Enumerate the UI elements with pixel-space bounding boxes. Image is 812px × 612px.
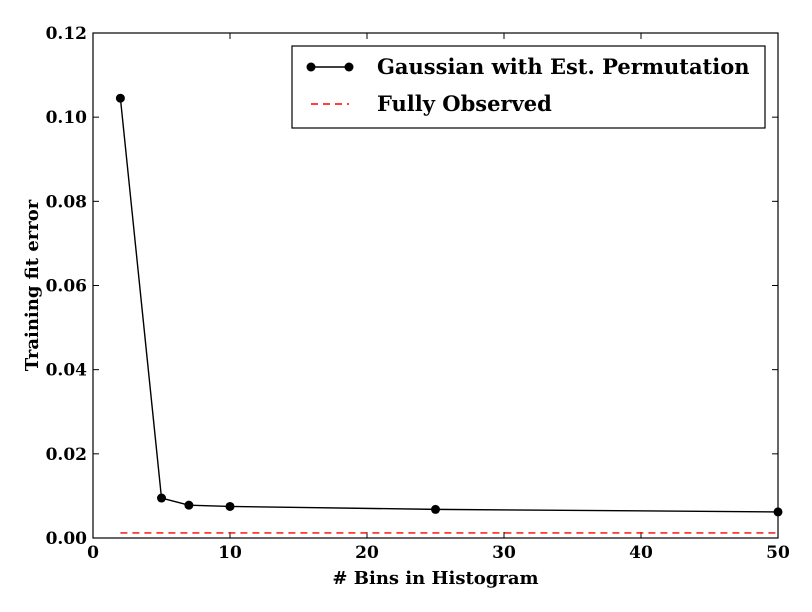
x-axis-label: # Bins in Histogram (332, 568, 538, 589)
series-line-0 (119, 98, 779, 513)
y-tick-label: 0.08 (46, 192, 87, 212)
y-tick-label: 0.10 (46, 108, 88, 128)
x-tick-label: 20 (355, 543, 379, 563)
ticks-layer: 0 10 20 30 40 50 0.00 0.02 0.04 0.06 0.08 0.10 0.12 (46, 24, 790, 563)
y-axis-label: Training fit error (22, 199, 43, 371)
data-point (184, 500, 194, 510)
x-tick-label: 50 (766, 543, 790, 563)
legend-marker (344, 62, 354, 72)
y-tick-label: 0.02 (46, 445, 87, 465)
data-point (115, 93, 125, 103)
x-tick-label: 0 (87, 543, 99, 563)
data-point (225, 501, 235, 511)
x-tick-label: 10 (218, 543, 242, 563)
legend-label: Gaussian with Est. Permutation (377, 54, 750, 79)
y-tick-label: 0.06 (46, 277, 87, 297)
series-layer (115, 93, 783, 534)
plot-frame (92, 32, 779, 539)
y-tick-label: 0.12 (46, 24, 87, 44)
data-point (157, 493, 166, 503)
legend-marker (306, 62, 316, 72)
legend-label: Fully Observed (377, 91, 552, 116)
y-tick-label: 0.04 (46, 361, 88, 381)
data-point (431, 504, 440, 514)
legend-box (291, 45, 766, 129)
x-tick-label: 30 (492, 543, 516, 563)
y-tick-label: 0.00 (46, 529, 88, 549)
x-tick-label: 40 (629, 543, 653, 563)
legend: Gaussian with Est. Permutation Fully Obse… (291, 45, 766, 129)
